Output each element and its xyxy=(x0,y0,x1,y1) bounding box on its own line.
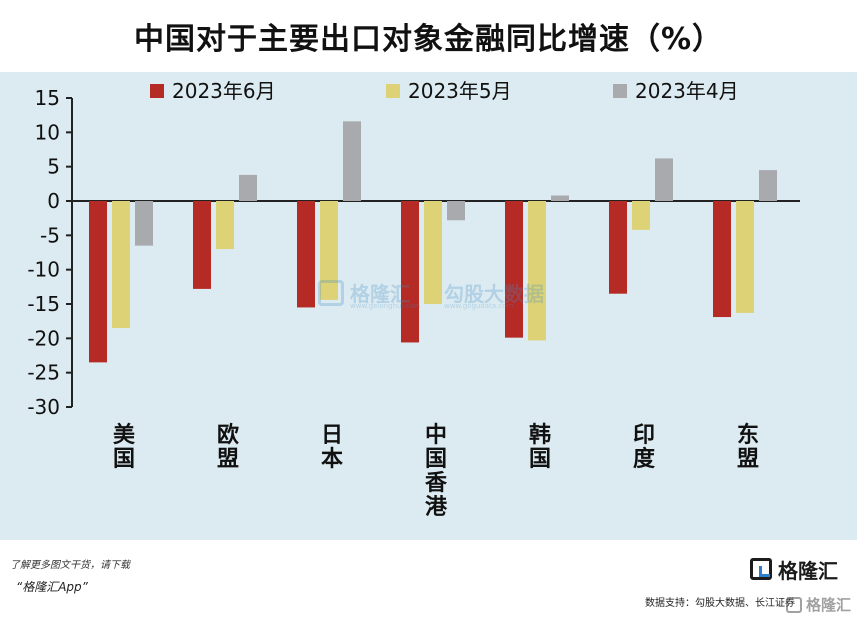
legend-label-3: 2023年4月 xyxy=(635,79,739,103)
legend-swatch-1 xyxy=(150,84,164,98)
brand-logo-icon xyxy=(750,558,772,580)
legend-swatch-2 xyxy=(386,84,400,98)
bar-3 xyxy=(343,121,361,201)
bar-2 xyxy=(736,201,754,313)
bar-1 xyxy=(89,201,107,363)
x-category-label: 东盟 xyxy=(737,422,759,472)
legend-label-2: 2023年5月 xyxy=(408,79,512,103)
x-category-label: 韩国 xyxy=(529,422,551,472)
bar-2 xyxy=(528,201,546,341)
legend-label-1: 2023年6月 xyxy=(172,79,276,103)
watermark-left-sub: www.gelonghui.com xyxy=(350,302,421,310)
x-category-label: 欧盟 xyxy=(217,422,239,472)
y-tick-label: -20 xyxy=(27,326,60,350)
bar-2 xyxy=(320,201,338,300)
watermark-left-text: 格隆汇 xyxy=(350,282,410,306)
y-tick-label: 15 xyxy=(35,86,60,110)
page-title: 中国对于主要出口对象金融同比增速（%） xyxy=(133,22,724,57)
bar-1 xyxy=(713,201,731,318)
watermark-right-sub: www.gogudata.com xyxy=(444,302,514,310)
bar-3 xyxy=(239,174,257,201)
x-category-label: 印度 xyxy=(633,423,656,472)
corner-watermark-text: 格隆汇 xyxy=(806,596,852,614)
watermark-logo-icon xyxy=(318,279,344,306)
bar-2 xyxy=(632,201,650,230)
bar-1 xyxy=(193,201,211,289)
corner-logo-icon xyxy=(786,596,802,613)
bar-3 xyxy=(551,195,569,201)
y-tick-label: -30 xyxy=(27,395,60,419)
bar-3 xyxy=(447,201,465,221)
legend-swatch-3 xyxy=(613,84,627,98)
bar-2 xyxy=(112,201,130,329)
bar-2 xyxy=(216,201,234,250)
bar-3 xyxy=(655,158,673,201)
y-tick-label: 5 xyxy=(47,155,60,179)
chart-panel: 15 10 5 0 -5 -10 -15 -20 -25 -30 美国 欧盟 日本 中国香港 韩国 印度 东盟 2… xyxy=(0,72,857,609)
watermark-left: 格隆汇 www.gelonghui.com xyxy=(318,278,421,310)
bar-2 xyxy=(424,201,442,304)
footer-download-hint: 了解更多图文干货，请下载 xyxy=(10,560,130,571)
y-tick-label: -25 xyxy=(27,361,60,385)
corner-watermark: 格隆汇 xyxy=(786,594,851,615)
footer-app-name: “格隆汇App” xyxy=(16,580,88,594)
bar-1 xyxy=(401,201,419,343)
x-category-label: 中国香港 xyxy=(425,423,448,520)
bar-3 xyxy=(759,170,777,201)
y-tick-label: -15 xyxy=(27,292,60,316)
x-category-label: 美国 xyxy=(113,422,136,472)
bar-chart: 15 10 5 0 -5 -10 -15 -20 -25 -30 美国 欧盟 日本 中国香港 韩国 印度 东盟 2… xyxy=(27,79,800,520)
y-tick-label: -5 xyxy=(40,223,60,247)
brand-logo: 格隆汇 xyxy=(750,556,838,583)
brand-logo-text: 格隆汇 xyxy=(778,558,838,583)
bar-1 xyxy=(505,201,523,338)
y-tick-label: -10 xyxy=(27,258,60,282)
watermark-right: 勾股大数据 www.gogudata.com xyxy=(444,278,544,310)
bar-3 xyxy=(135,201,153,246)
y-tick-label: 10 xyxy=(35,120,60,144)
watermark-right-text: 勾股大数据 xyxy=(444,282,544,306)
bar-1 xyxy=(609,201,627,294)
data-source: 数据支持：勾股大数据、长江证券 xyxy=(645,598,795,609)
x-category-label: 日本 xyxy=(321,423,343,472)
y-tick-label: 0 xyxy=(47,189,60,213)
bar-1 xyxy=(297,201,315,308)
